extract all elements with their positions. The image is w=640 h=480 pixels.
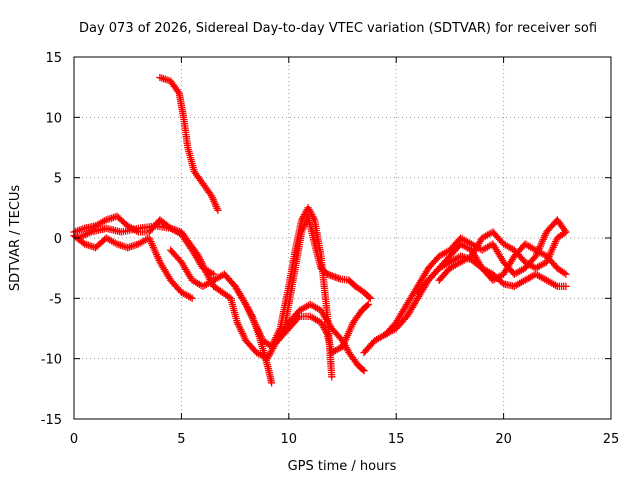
series-markers xyxy=(414,252,570,296)
x-tick-label: 10 xyxy=(281,432,298,447)
series-sat-e xyxy=(167,246,276,387)
x-tick-label: 25 xyxy=(603,432,620,447)
series-sat-f xyxy=(231,204,336,381)
series-sat-c xyxy=(70,231,196,302)
series-sat-h xyxy=(274,300,372,357)
data-series xyxy=(70,73,570,387)
series-markers xyxy=(381,216,570,339)
series-markers xyxy=(231,204,336,381)
series-markers xyxy=(167,246,276,387)
grid-lines xyxy=(74,57,611,419)
y-tick-label: 0 xyxy=(54,232,62,247)
y-tick-label: -10 xyxy=(41,353,62,368)
series-markers xyxy=(70,231,196,302)
y-tick-label: -15 xyxy=(41,413,62,428)
series-markers xyxy=(435,228,570,284)
series-sat-j xyxy=(381,216,570,339)
x-axis-label: GPS time / hours xyxy=(288,459,397,474)
y-tick-label: 15 xyxy=(45,51,62,66)
y-tick-label: 5 xyxy=(54,172,62,187)
series-sat-g xyxy=(280,212,375,333)
x-tick-label: 0 xyxy=(70,432,78,447)
series-markers xyxy=(280,212,375,333)
series-sat-k xyxy=(414,252,570,296)
y-tick-label: -5 xyxy=(49,292,62,307)
x-tick-label: 20 xyxy=(495,432,512,447)
chart-title: Day 073 of 2026, Sidereal Day-to-day VTE… xyxy=(79,21,597,36)
x-tick-label: 5 xyxy=(177,432,185,447)
y-axis-label: SDTVAR / TECUs xyxy=(8,185,23,292)
y-tick-label: 10 xyxy=(45,111,62,126)
series-markers xyxy=(156,73,222,214)
series-sat-a xyxy=(156,73,222,214)
axis-ticks: 0 5 10 15 20 25 -15 -10 -5 0 5 10 15 xyxy=(41,51,620,447)
x-tick-label: 15 xyxy=(388,432,405,447)
series-sat-l xyxy=(435,228,570,284)
series-markers xyxy=(274,300,372,357)
